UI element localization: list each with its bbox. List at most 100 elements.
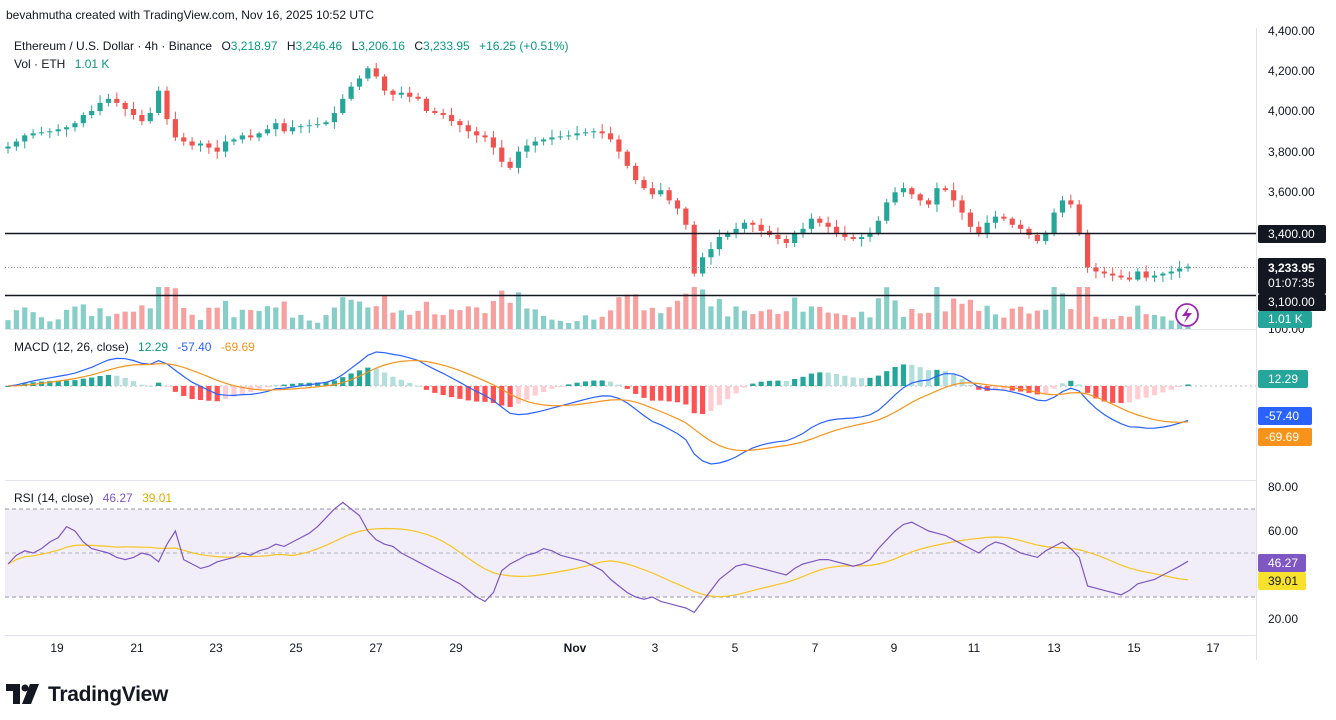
macd-histogram-bar	[557, 386, 563, 387]
macd-histogram-bar	[239, 386, 245, 394]
volume-bar	[197, 319, 204, 329]
macd-histogram-bar	[691, 386, 697, 414]
volume-bar	[474, 307, 480, 329]
volume-bar	[967, 299, 974, 329]
candle-down	[641, 176, 647, 190]
macd-histogram-bar	[900, 364, 907, 386]
chart-credit: bevahmutha created with TradingView.com,…	[6, 8, 374, 22]
open-value: 3,218.97	[230, 39, 278, 53]
macd-histogram-bar	[733, 386, 739, 394]
volume-bar	[825, 312, 831, 329]
candle-up	[582, 128, 589, 137]
volume-bar	[423, 301, 430, 329]
candle-down	[382, 74, 388, 96]
macd-histogram-bar	[817, 372, 823, 386]
volume-bar	[1126, 316, 1133, 329]
macd-histogram-bar	[72, 380, 78, 386]
volume-label[interactable]: Vol · ETH	[14, 57, 66, 71]
volume-bar	[808, 306, 814, 329]
volume-bar	[382, 295, 388, 329]
macd-histogram-bar	[1151, 386, 1158, 396]
candle-down	[281, 118, 287, 134]
candle-up	[348, 82, 354, 101]
candle-up	[658, 183, 664, 197]
volume-bar	[733, 306, 739, 329]
macd-histogram-bar	[47, 381, 53, 386]
macd-histogram-bar	[323, 382, 329, 386]
macd-histogram-bar	[825, 372, 831, 386]
volume-bar	[331, 307, 337, 329]
volume-bar	[55, 319, 61, 329]
volume-bar	[582, 315, 589, 329]
volume-bar	[1059, 293, 1066, 329]
volume-bar	[549, 319, 555, 329]
volume-bar	[289, 317, 296, 329]
macd-signal-tag-label: -69.69	[1265, 430, 1299, 444]
candle-up	[38, 126, 45, 136]
volume-bar	[105, 316, 112, 329]
volume-bar	[373, 306, 379, 329]
macd-legend: MACD (12, 26, close) 12.29 -57.40 -69.69	[14, 340, 255, 354]
macd-histogram-bar	[515, 386, 522, 404]
macd-histogram-bar	[934, 369, 940, 386]
volume-bar	[532, 309, 538, 329]
candle-down	[951, 182, 957, 208]
volume-bar	[934, 287, 940, 329]
candle-up	[398, 86, 404, 99]
candle-down	[1143, 265, 1149, 282]
macd-histogram-bar	[1101, 386, 1107, 402]
level-3400-tag	[1258, 225, 1326, 243]
volume-bar	[1151, 314, 1158, 329]
candle-up	[1059, 195, 1066, 218]
candle-up	[741, 219, 748, 233]
volume-bar	[1093, 316, 1099, 329]
volume-bar	[499, 290, 505, 329]
macd-line-tag-label: -57.40	[1265, 409, 1299, 423]
rsi-label[interactable]: RSI (14, close)	[14, 491, 94, 505]
volume-bar	[750, 314, 756, 329]
volume-bar	[273, 307, 279, 329]
volume-bar	[89, 315, 95, 329]
rsi-line	[7, 501, 1189, 614]
macd-label[interactable]: MACD (12, 26, close)	[14, 340, 129, 354]
macd-histogram-bar	[181, 386, 187, 397]
candle-up	[808, 213, 814, 233]
symbol-label[interactable]: Ethereum / U.S. Dollar · 4h · Binance	[14, 39, 213, 53]
rsi-axis: 80.00 60.00 20.00	[1268, 480, 1298, 626]
candle-up	[900, 182, 907, 197]
candle-up	[365, 65, 371, 82]
candle-down	[448, 107, 455, 127]
candle-down	[440, 108, 446, 119]
volume-bar	[909, 308, 915, 329]
macd-histogram-bar	[674, 386, 681, 403]
volume-bar	[30, 312, 36, 329]
candle-down	[172, 111, 178, 142]
candle-up	[524, 139, 530, 159]
volume-bar	[130, 311, 137, 329]
volume-bar	[641, 310, 647, 329]
volume-bar	[222, 300, 229, 329]
volume-bar	[783, 311, 789, 329]
macd-histogram-bar	[884, 371, 890, 386]
volume-bar	[691, 287, 697, 329]
macd-histogram-bar	[850, 377, 856, 386]
macd-histogram-bar	[725, 386, 731, 400]
level-3100-tag-label: 3,100.00	[1268, 295, 1315, 309]
close-label: C	[414, 39, 423, 53]
candle-up	[1151, 270, 1158, 282]
candle-up	[256, 131, 262, 142]
volume-bar	[674, 300, 681, 329]
tradingview-logo[interactable]: TradingView	[6, 683, 168, 707]
bolt-icon[interactable]	[1175, 303, 1199, 327]
volume-bar	[181, 307, 187, 329]
candle-down	[164, 86, 170, 125]
volume-bar	[189, 314, 195, 329]
volume-bar	[348, 299, 354, 329]
volume-bar	[398, 310, 404, 329]
macd-histogram-bar	[1177, 386, 1183, 387]
macd-histogram-bar	[524, 386, 530, 400]
candle-down	[599, 124, 605, 139]
candle-down	[214, 140, 220, 159]
volume-bar	[859, 311, 865, 329]
